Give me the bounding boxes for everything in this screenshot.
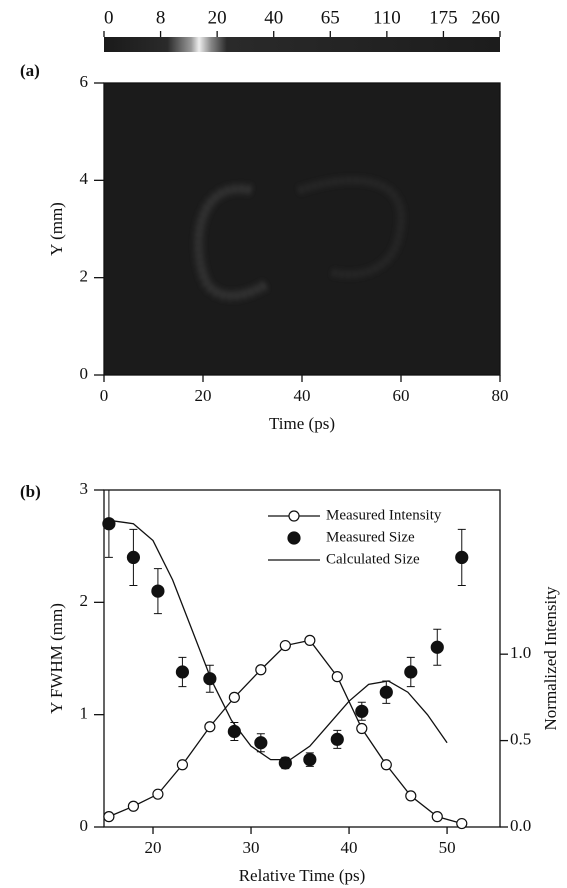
plot-frame bbox=[103, 489, 501, 828]
y-axis-label: Y FWHM (mm) bbox=[47, 603, 66, 714]
data-point bbox=[456, 817, 468, 830]
y-tick-label: 0 bbox=[80, 816, 89, 835]
x-tick-label: 50 bbox=[439, 838, 456, 857]
data-point bbox=[278, 756, 292, 770]
y2-tick-label: 0.5 bbox=[510, 729, 531, 748]
x-tick-label: 20 bbox=[145, 838, 162, 857]
data-point bbox=[176, 759, 189, 771]
data-point bbox=[303, 752, 317, 767]
y-tick-label: 0 bbox=[80, 364, 89, 383]
colorbar-tick-label: 8 bbox=[156, 7, 166, 28]
data-point bbox=[404, 665, 418, 679]
data-point bbox=[204, 721, 216, 733]
y-tick-label: 2 bbox=[80, 591, 89, 610]
data-point bbox=[405, 790, 417, 802]
y-tick-label: 3 bbox=[80, 479, 89, 498]
heatmap-feature bbox=[194, 176, 405, 301]
data-point bbox=[151, 584, 165, 598]
data-point bbox=[455, 550, 469, 565]
x-axis-label: Time (ps) bbox=[269, 414, 335, 433]
y-axis-label: Y (mm) bbox=[47, 202, 66, 256]
colorbar-tick-label: 20 bbox=[208, 7, 227, 28]
legend-label: Measured Intensity bbox=[326, 507, 442, 523]
data-point bbox=[228, 691, 240, 703]
y2-tick-label: 0.0 bbox=[510, 816, 531, 835]
data-point bbox=[127, 800, 140, 812]
x-tick-label: 40 bbox=[341, 838, 358, 857]
data-point bbox=[356, 722, 368, 735]
data-point bbox=[431, 811, 443, 823]
panel-label: (b) bbox=[20, 482, 41, 501]
y-tick-label: 6 bbox=[80, 72, 89, 91]
x-tick-label: 30 bbox=[243, 838, 260, 857]
data-point bbox=[126, 550, 141, 565]
y-tick-label: 1 bbox=[80, 704, 89, 723]
x-tick-label: 60 bbox=[393, 386, 410, 405]
x-tick-label: 20 bbox=[195, 386, 212, 405]
legend-label: Measured Size bbox=[326, 529, 415, 545]
data-point bbox=[304, 634, 316, 646]
data-point bbox=[355, 704, 369, 718]
colorbar-tick-label: 40 bbox=[264, 7, 283, 28]
panel-label: (a) bbox=[20, 61, 40, 80]
colorbar bbox=[104, 37, 500, 52]
data-point bbox=[330, 732, 344, 746]
data-point bbox=[379, 685, 393, 699]
colorbar-tick-label: 65 bbox=[321, 7, 340, 28]
x-axis-label: Relative Time (ps) bbox=[239, 866, 366, 885]
legend-marker bbox=[287, 531, 301, 545]
data-point bbox=[279, 639, 291, 652]
series-line bbox=[108, 519, 448, 761]
data-point bbox=[175, 665, 190, 679]
legend-marker bbox=[288, 510, 300, 522]
legend-label: Calculated Size bbox=[326, 551, 420, 567]
x-tick-label: 40 bbox=[294, 386, 311, 405]
colorbar-tick-label: 0 bbox=[104, 7, 114, 28]
x-tick-label: 80 bbox=[492, 386, 509, 405]
y2-axis-label: Normalized Intensity bbox=[541, 586, 560, 730]
colorbar-tick-label: 260 bbox=[472, 7, 501, 28]
heatmap-image bbox=[104, 83, 500, 375]
x-tick-label: 0 bbox=[100, 386, 109, 405]
data-point bbox=[227, 724, 241, 739]
colorbar-tick-label: 110 bbox=[373, 7, 401, 28]
data-point bbox=[152, 788, 164, 800]
colorbar-tick-label: 175 bbox=[429, 7, 458, 28]
data-point bbox=[254, 736, 268, 750]
y-tick-label: 2 bbox=[80, 267, 89, 286]
data-point bbox=[103, 811, 115, 823]
data-point bbox=[331, 671, 343, 683]
data-point bbox=[430, 640, 444, 654]
data-point bbox=[380, 759, 392, 771]
y-tick-label: 4 bbox=[80, 169, 89, 188]
y2-tick-label: 1.0 bbox=[510, 643, 531, 662]
data-point bbox=[102, 517, 116, 531]
data-point bbox=[255, 664, 267, 676]
